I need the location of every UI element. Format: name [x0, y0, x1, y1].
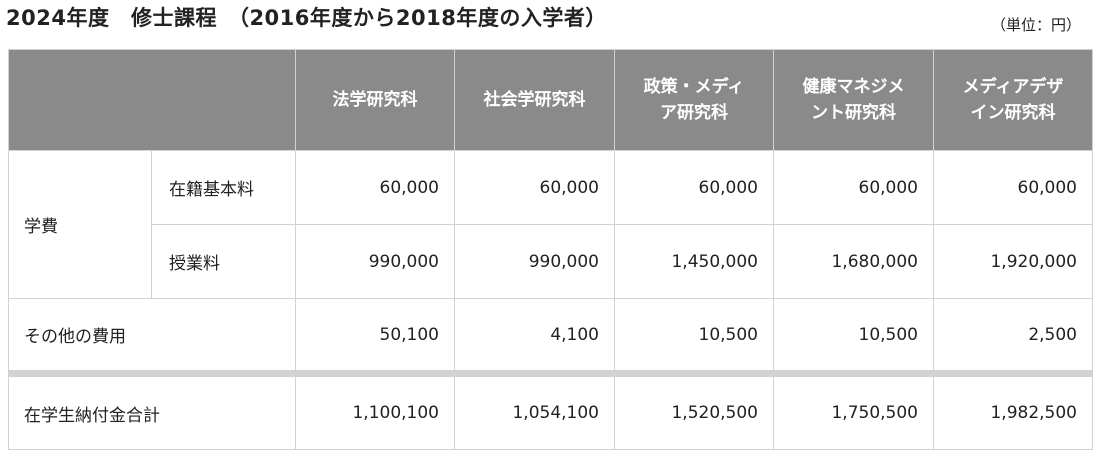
table-row: その他の費用 50,100 4,100 10,500 10,500 2,500 [8, 298, 1093, 374]
table-row: 授業料 990,000 990,000 1,450,000 1,680,000 … [9, 224, 1093, 299]
total-value-cell: 1,750,500 [773, 370, 934, 450]
header-row: 法学研究科 社会学研究科 政策・メディ ア研究科 健康マネジメ ント研究科 メディア… [8, 49, 1093, 151]
value-cell: 10,500 [773, 298, 934, 374]
total-value-cell: 1,100,100 [295, 370, 455, 450]
value-cell: 1,450,000 [614, 224, 774, 299]
value-cell: 60,000 [773, 150, 934, 225]
group-label-cell: 学費 [8, 150, 152, 299]
column-header: 健康マネジメ ント研究科 [773, 49, 934, 151]
column-header: メディアデザ イン研究科 [933, 49, 1093, 151]
column-header: 法学研究科 [295, 49, 455, 151]
table-row: 学費 在籍基本料 60,000 60,000 60,000 60,000 60,… [8, 150, 1093, 299]
column-header: 社会学研究科 [454, 49, 615, 151]
row-label-cell: 在籍基本料 [151, 150, 296, 225]
value-cell: 60,000 [614, 150, 774, 225]
row-label-cell: その他の費用 [8, 298, 296, 374]
value-cell: 50,100 [295, 298, 455, 374]
row-label-cell: 授業料 [151, 224, 296, 299]
unit-note: （単位：円） [990, 16, 1081, 34]
value-cell: 1,680,000 [773, 224, 934, 299]
total-value-cell: 1,054,100 [454, 370, 615, 450]
fee-table: 法学研究科 社会学研究科 政策・メディ ア研究科 健康マネジメ ント研究科 メディア… [8, 49, 1093, 450]
value-cell: 990,000 [454, 224, 615, 299]
value-cell: 1,920,000 [933, 224, 1093, 299]
total-value-cell: 1,520,500 [614, 370, 774, 450]
value-cell: 60,000 [454, 150, 615, 225]
page-title: 2024年度 修士課程 （2016年度から2018年度の入学者） [6, 6, 607, 30]
total-row: 在学生納付金合計 1,100,100 1,054,100 1,520,500 1… [8, 370, 1093, 450]
column-header: 政策・メディ ア研究科 [614, 49, 774, 151]
header-blank-cell [8, 49, 296, 151]
total-label-cell: 在学生納付金合計 [8, 370, 296, 450]
value-cell: 990,000 [295, 224, 455, 299]
value-cell: 4,100 [454, 298, 615, 374]
value-cell: 60,000 [933, 150, 1093, 225]
value-cell: 60,000 [295, 150, 455, 225]
value-cell: 10,500 [614, 298, 774, 374]
total-value-cell: 1,982,500 [933, 370, 1093, 450]
value-cell: 2,500 [933, 298, 1093, 374]
